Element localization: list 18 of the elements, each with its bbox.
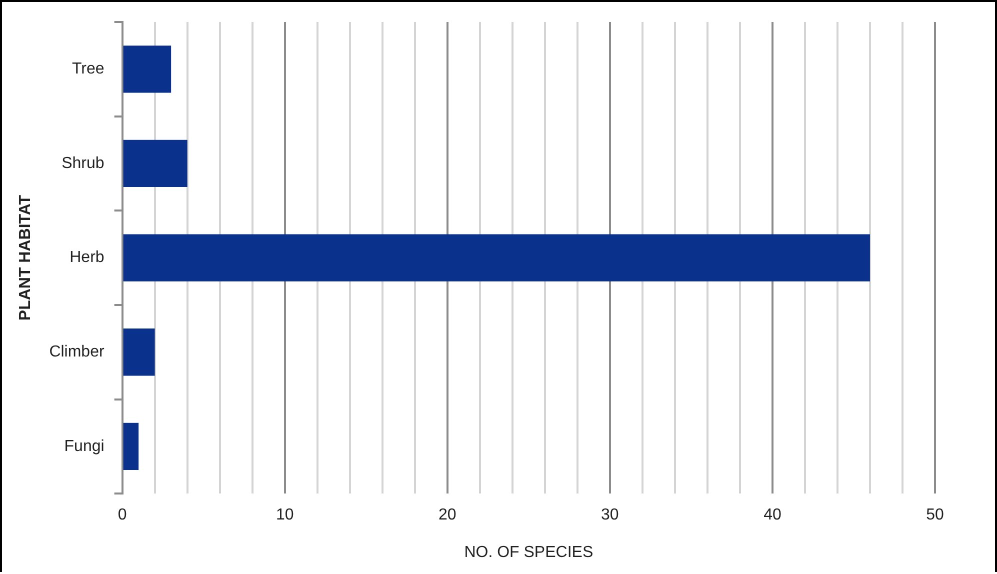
y-tick-label: Climber	[49, 344, 105, 361]
y-axis-title: PLANT HABITAT	[17, 194, 34, 321]
bar	[123, 46, 172, 93]
x-tick-label: 0	[118, 506, 127, 524]
bar	[123, 422, 139, 470]
y-tick-label: Fungi	[64, 438, 104, 455]
x-tick-label: 50	[926, 506, 944, 524]
x-tick-label: 10	[276, 506, 294, 524]
x-axis-title: NO. OF SPECIES	[464, 544, 594, 561]
y-tick-label: Shrub	[62, 154, 104, 172]
x-tick-label: 40	[764, 506, 782, 524]
x-tick-label: 30	[601, 506, 619, 524]
bar	[123, 328, 155, 376]
y-tick-label: Tree	[72, 60, 104, 78]
y-tick-label: Herb	[70, 249, 104, 266]
x-tick-label: 20	[438, 506, 456, 524]
bar	[123, 234, 870, 282]
bar	[123, 140, 188, 188]
